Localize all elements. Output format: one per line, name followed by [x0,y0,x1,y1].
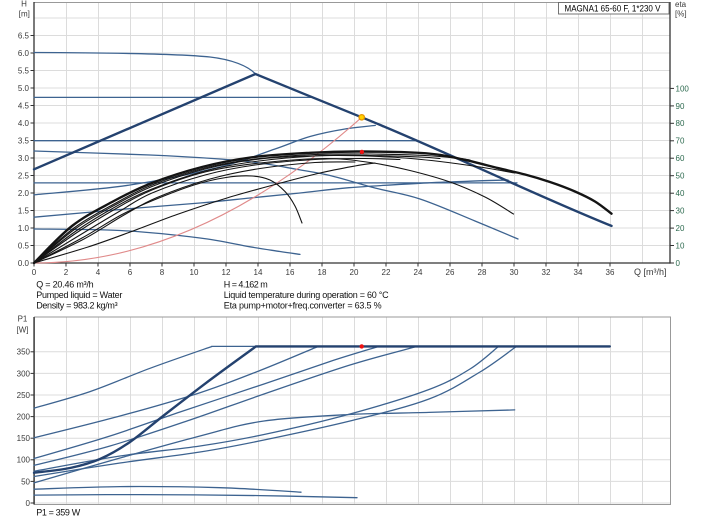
svg-text:20: 20 [676,224,685,233]
svg-text:H: H [21,0,27,8]
svg-text:Q = 20.46 m³/h: Q = 20.46 m³/h [36,280,93,290]
svg-text:70: 70 [676,137,685,146]
svg-text:18: 18 [318,268,327,277]
svg-text:6: 6 [128,268,133,277]
svg-text:30: 30 [676,207,685,216]
svg-text:90: 90 [676,102,685,111]
svg-text:0: 0 [676,259,681,268]
svg-text:36: 36 [606,268,615,277]
svg-text:4.0: 4.0 [18,119,30,128]
svg-text:150: 150 [17,434,31,443]
svg-text:Density = 983.2 kg/m³: Density = 983.2 kg/m³ [36,301,117,311]
svg-text:5.5: 5.5 [18,66,30,75]
svg-text:H = 4.162 m: H = 4.162 m [224,280,268,290]
svg-text:[W]: [W] [17,325,29,334]
svg-text:Eta pump+motor+freq.converter: Eta pump+motor+freq.converter = 63.5 % [224,301,382,311]
svg-text:20: 20 [350,268,359,277]
svg-text:P1 = 359 W: P1 = 359 W [36,508,80,518]
svg-text:2: 2 [64,268,69,277]
svg-text:40: 40 [676,189,685,198]
svg-text:100: 100 [676,84,690,93]
svg-text:12: 12 [222,268,231,277]
svg-text:60: 60 [676,154,685,163]
svg-text:3.0: 3.0 [18,154,30,163]
svg-text:6.5: 6.5 [18,31,30,40]
svg-text:Q [m³/h]: Q [m³/h] [634,267,667,277]
svg-text:6.0: 6.0 [18,49,30,58]
svg-text:4.5: 4.5 [18,101,30,110]
svg-text:Pumped liquid = Water: Pumped liquid = Water [36,290,122,300]
svg-text:1.5: 1.5 [18,206,30,215]
svg-text:16: 16 [286,268,295,277]
svg-text:28: 28 [478,268,487,277]
svg-text:0: 0 [26,499,31,508]
svg-text:200: 200 [17,413,31,422]
svg-text:Liquid temperature during oper: Liquid temperature during operation = 60… [224,290,389,300]
svg-text:P1: P1 [18,315,28,324]
svg-text:10: 10 [190,268,199,277]
svg-text:5.0: 5.0 [18,84,30,93]
svg-text:2.0: 2.0 [18,189,30,198]
svg-text:50: 50 [21,477,30,486]
svg-text:0.5: 0.5 [18,241,30,250]
svg-text:30: 30 [510,268,519,277]
svg-text:0: 0 [32,268,37,277]
svg-text:250: 250 [17,391,31,400]
svg-text:34: 34 [574,268,583,277]
svg-text:2.5: 2.5 [18,171,30,180]
svg-text:26: 26 [446,268,455,277]
svg-text:80: 80 [676,119,685,128]
svg-text:350: 350 [17,348,31,357]
svg-text:4: 4 [96,268,101,277]
svg-text:100: 100 [17,456,31,465]
svg-text:50: 50 [676,172,685,181]
svg-text:[m]: [m] [19,9,30,18]
svg-text:32: 32 [542,268,551,277]
svg-text:24: 24 [414,268,423,277]
svg-text:300: 300 [17,369,31,378]
svg-text:3.5: 3.5 [18,136,30,145]
svg-text:10: 10 [676,241,685,250]
svg-text:MAGNA1 65-60 F, 1*230 V: MAGNA1 65-60 F, 1*230 V [565,3,662,14]
svg-text:22: 22 [382,268,391,277]
svg-text:14: 14 [254,268,263,277]
svg-text:1.0: 1.0 [18,224,30,233]
svg-text:0.0: 0.0 [18,259,30,268]
svg-text:8: 8 [160,268,165,277]
svg-text:eta: eta [675,0,687,9]
svg-text:[%]: [%] [675,10,687,19]
